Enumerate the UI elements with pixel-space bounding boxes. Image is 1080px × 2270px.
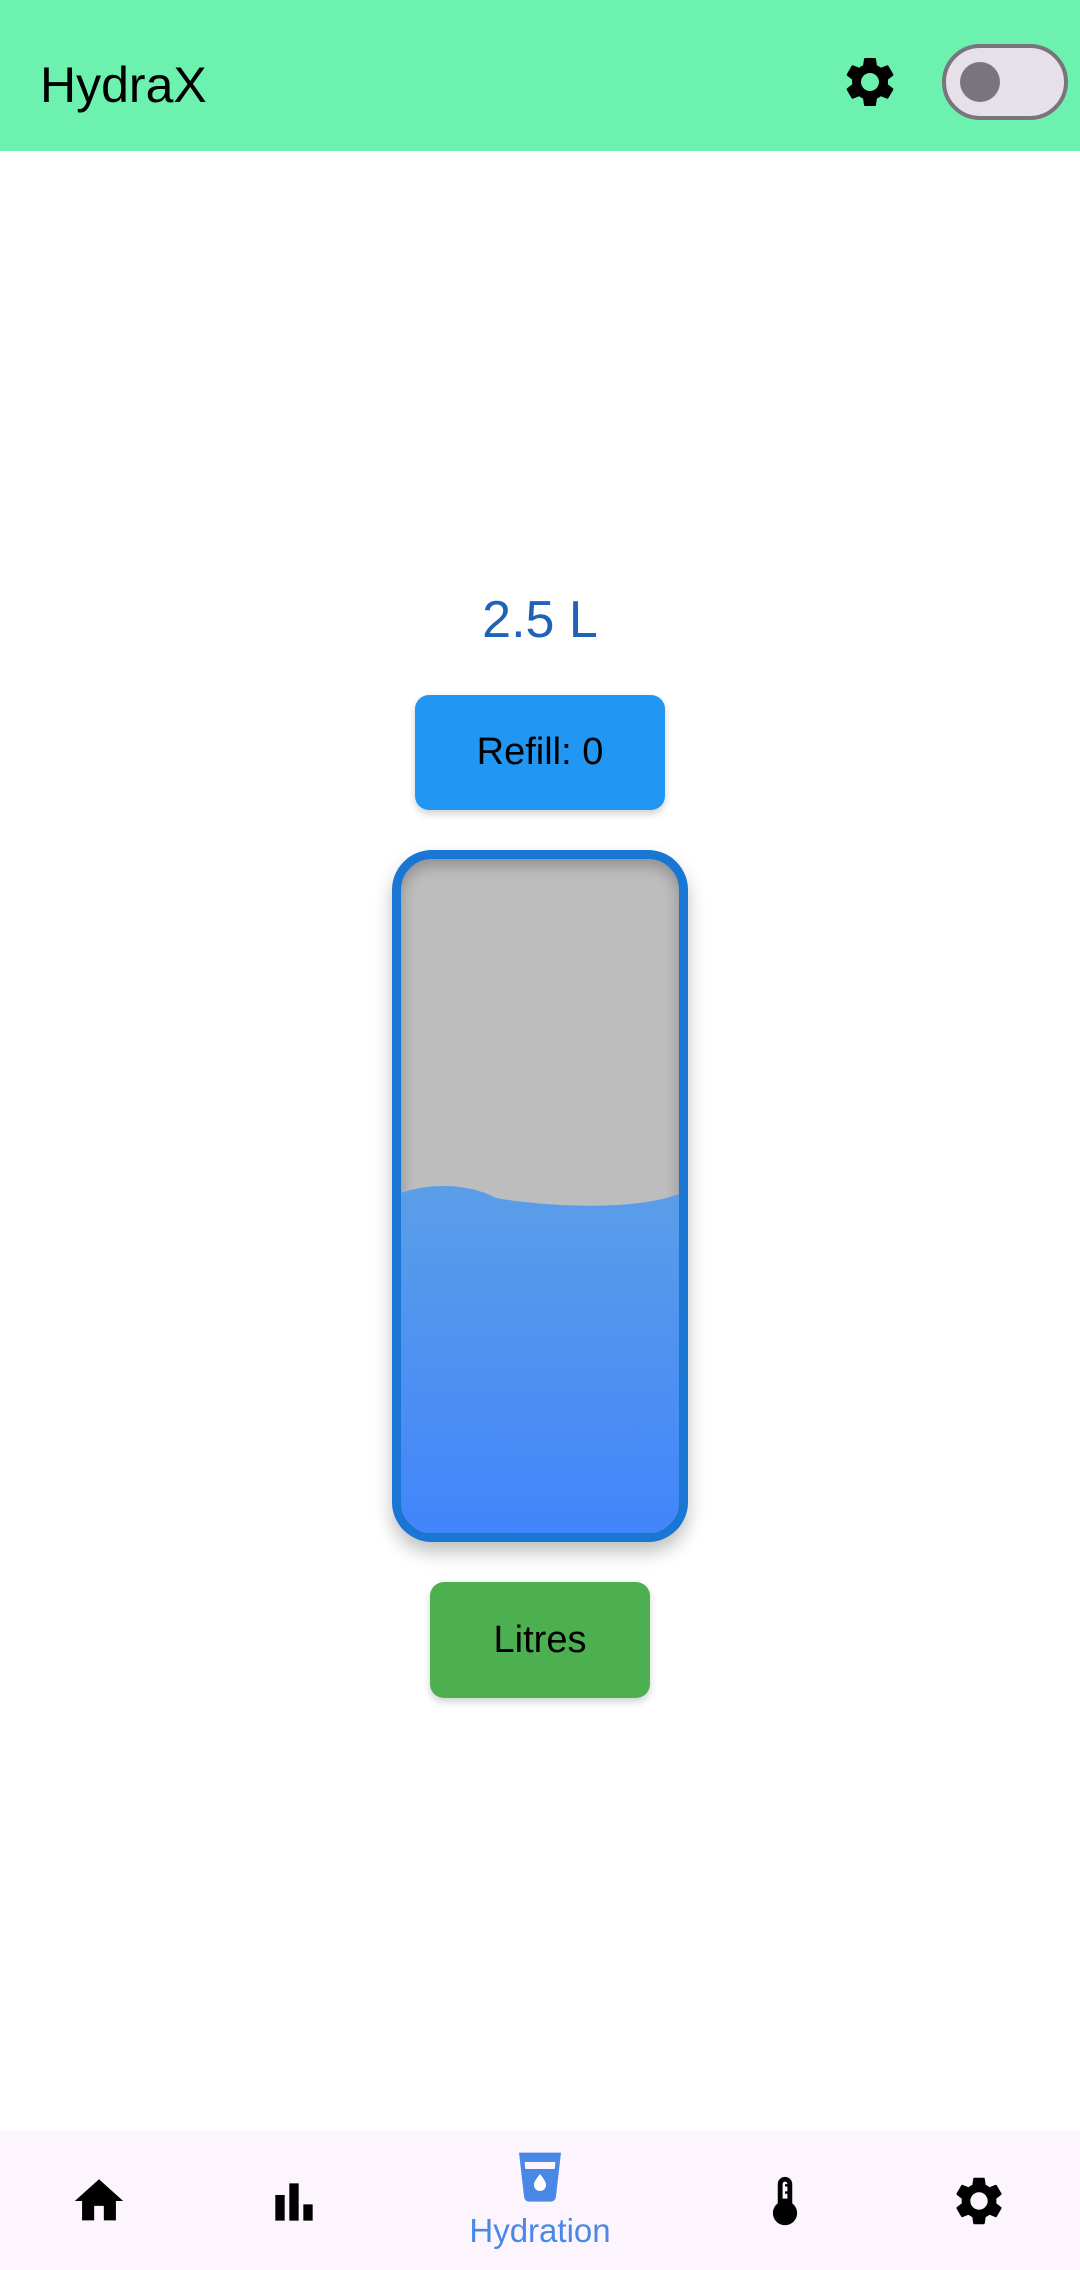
nav-item-hydration-label: Hydration [469,2212,611,2249]
toggle-knob [960,62,1000,102]
nav-item-hydration[interactable]: Hydration [430,2130,650,2270]
nav-item-stats[interactable] [235,2130,355,2270]
nav-item-home[interactable] [40,2130,160,2270]
unit-toggle-button[interactable]: Litres [430,1582,650,1698]
volume-readout: 2.5 L [482,591,598,649]
water-bottle-gauge [392,850,688,1542]
bottom-navigation: Hydration [0,2130,1080,2270]
nav-item-temperature[interactable] [725,2130,845,2270]
nav-item-settings[interactable] [920,2130,1040,2270]
water-level [401,1185,679,1533]
water-cup-icon [519,2152,561,2202]
gear-icon [956,2177,1002,2225]
water-fill [401,1185,679,1533]
thermometer-icon [772,2176,798,2226]
app-bar: HydraX [0,0,1080,151]
refill-button[interactable]: Refill: 0 [415,695,665,810]
settings-button[interactable] [840,52,900,112]
app-title: HydraX [40,57,207,113]
home-icon [74,2179,124,2221]
theme-toggle[interactable] [942,44,1068,120]
gear-icon [846,57,894,106]
bar-chart-icon [275,2183,313,2221]
